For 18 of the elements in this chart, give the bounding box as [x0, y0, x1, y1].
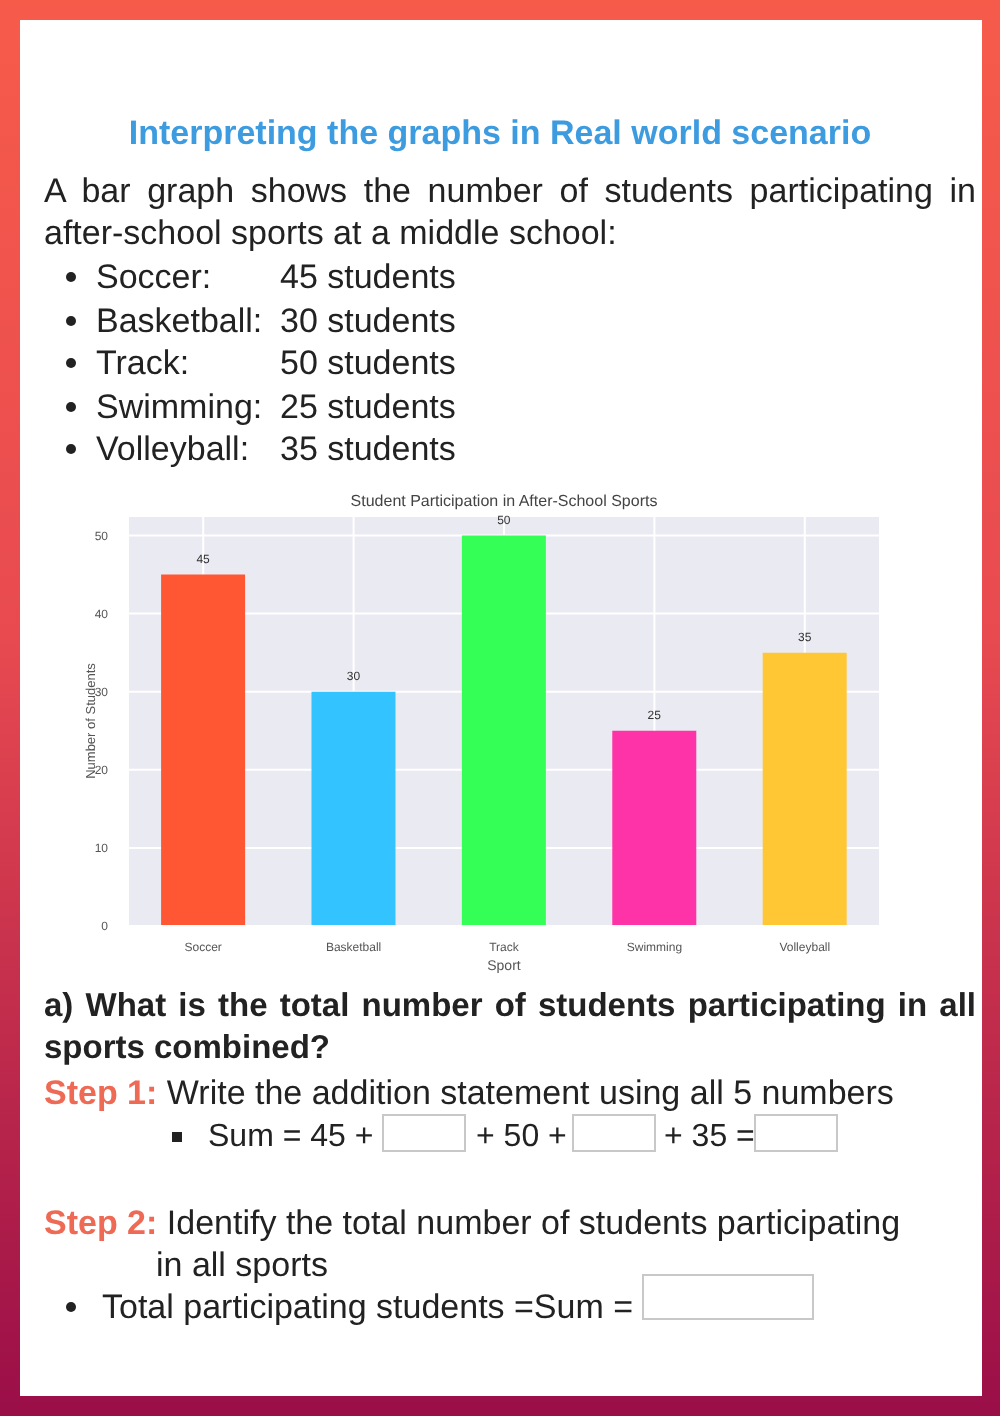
text: A bar graph shows the number of students participating in after-school sports at a middle school:	[44, 170, 976, 254]
text: Interpreting the graphs in Real world scenario	[126, 112, 874, 154]
text: Total participating students =Sum =	[102, 1286, 634, 1328]
text: Step 1: Write the addition statement using all 5 numbers	[44, 1072, 896, 1114]
text: Sum = 45 + + 50 + + 35 =	[208, 1120, 755, 1154]
bar	[311, 691, 396, 926]
bar	[762, 652, 847, 926]
bar	[161, 574, 246, 926]
bar	[461, 535, 546, 926]
text: Swimming: 25 students	[96, 386, 456, 428]
text: Basketball: 30 students	[96, 300, 456, 342]
bar	[612, 730, 697, 926]
text: Step 2: Identify the total number of students participating in all sports	[44, 1202, 903, 1286]
text: Track: 50 students	[96, 344, 456, 382]
chart-title: Student Participation in After-School Sports	[348, 492, 660, 512]
text: Volleyball: 35 students	[96, 428, 456, 470]
text: Soccer: 45 students	[96, 258, 456, 296]
text: a) What is the total number of students participating in all sports combined?	[44, 986, 976, 1070]
